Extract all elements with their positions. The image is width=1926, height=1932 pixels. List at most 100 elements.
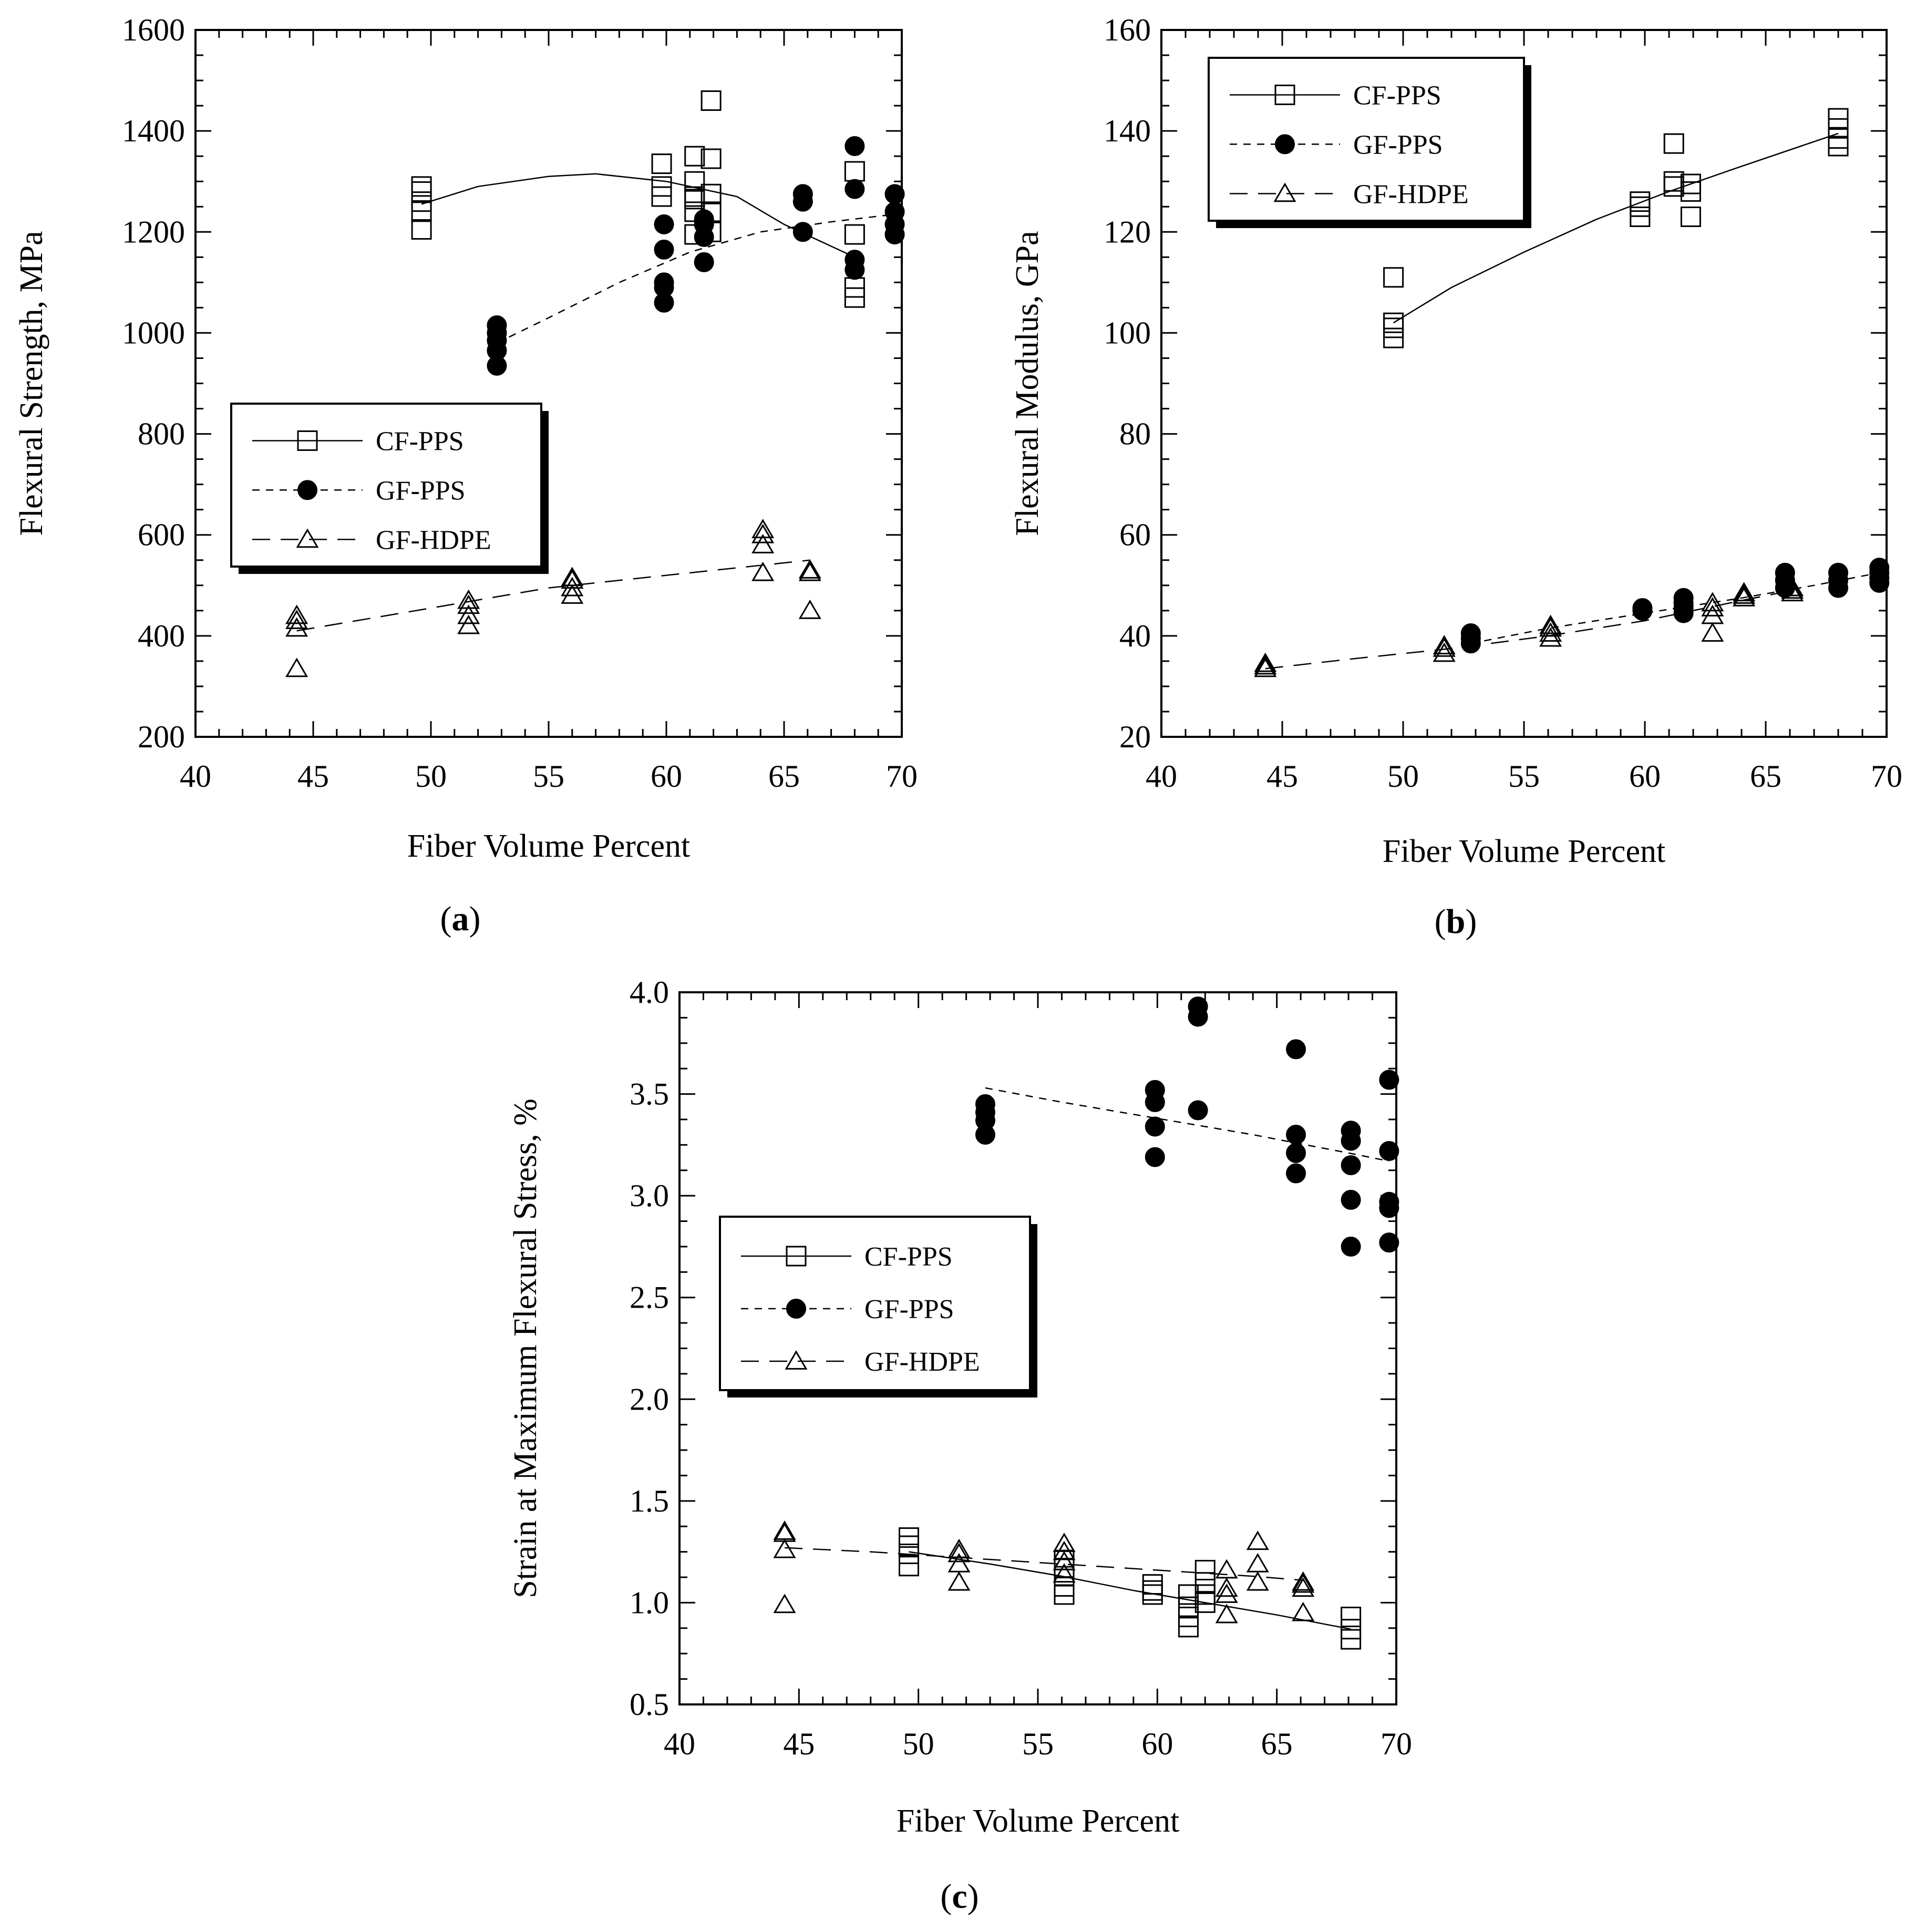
y-tick-label: 3.5: [630, 1077, 669, 1112]
y-tick-label: 1400: [122, 114, 185, 148]
y-tick-label: 600: [138, 518, 185, 552]
data-point-gf-hdpe: [1733, 584, 1756, 604]
x-tick-label: 60: [651, 759, 682, 794]
y-tick-label: 2.5: [630, 1280, 669, 1315]
data-point-gf-pps: [1828, 562, 1848, 583]
data-point-gf-hdpe: [561, 567, 584, 587]
data-point-cf-pps: [411, 176, 432, 197]
panel-label-close: ): [1465, 902, 1477, 941]
data-point-gf-hdpe: [1433, 635, 1456, 654]
data-point-gf-hdpe: [1781, 577, 1804, 597]
data-point-cf-pps: [1194, 1584, 1216, 1605]
data-point-gf-pps: [1460, 623, 1481, 644]
x-tick-label: 65: [1261, 1727, 1293, 1761]
data-point-gf-pps: [884, 184, 905, 204]
y-axis-label: Flexural Strength, MPa: [14, 231, 49, 536]
data-point-gf-hdpe: [798, 599, 821, 619]
data-point-gf-hdpe: [773, 1594, 796, 1614]
data-point-gf-hdpe: [457, 604, 480, 624]
chart-panel-b: 40 45 50 55 60 65 70 20 40 60 80 100 120 140 160 Fiber …: [1010, 13, 1902, 941]
data-point-gf-pps: [1379, 1140, 1399, 1161]
data-point-gf-hdpe: [751, 519, 775, 539]
data-point-gf-hdpe: [773, 1522, 796, 1542]
x-axis-label: Fiber Volume Percent: [407, 828, 690, 864]
fit-line-gf-hdpe: [785, 1547, 1303, 1581]
data-point-cf-pps: [1054, 1584, 1075, 1605]
data-point-cf-pps: [1142, 1580, 1163, 1601]
y-tick-label: 140: [1104, 114, 1151, 148]
data-point-gf-hdpe: [1292, 1577, 1315, 1597]
data-point-gf-hdpe: [1781, 579, 1804, 599]
y-axis-label: Strain at Maximum Flexural Stress, %: [508, 1098, 543, 1598]
data-point-gf-hdpe: [773, 1520, 796, 1540]
data-point-gf-pps: [792, 184, 813, 204]
y-tick-label: 1000: [122, 315, 185, 350]
data-point-gf-pps: [694, 209, 714, 230]
legend-label-cf-pps: CF-PPS: [376, 426, 464, 456]
data-point-gf-hdpe: [1733, 582, 1756, 602]
data-point-gf-hdpe: [1254, 655, 1277, 675]
data-point-cf-pps: [1383, 267, 1404, 288]
y-axis-label: Flexural Modulus, GPa: [1010, 231, 1045, 536]
data-point-cf-pps: [651, 176, 672, 197]
y-tick-label: 60: [1119, 518, 1151, 552]
data-point-cf-pps: [1178, 1596, 1199, 1617]
data-point-gf-hdpe: [1053, 1533, 1076, 1553]
y-tick-label: 80: [1119, 417, 1151, 451]
data-point-gf-hdpe: [1433, 637, 1456, 657]
data-point-gf-pps: [1341, 1121, 1361, 1141]
x-tick-label: 40: [1146, 759, 1177, 794]
x-tick-label: 50: [1387, 759, 1419, 794]
data-point-gf-pps: [1145, 1116, 1165, 1137]
legend-marker-gf-pps: [1275, 134, 1295, 155]
x-tick-label: 50: [415, 759, 447, 794]
data-point-gf-hdpe: [751, 523, 775, 543]
data-point-gf-pps: [1341, 1155, 1361, 1176]
data-point-gf-pps: [654, 272, 674, 293]
legend-label-gf-pps: GF-PPS: [1353, 130, 1443, 160]
legend-label-gf-hdpe: GF-HDPE: [864, 1347, 980, 1377]
y-tick-label: 100: [1104, 315, 1151, 350]
data-point-gf-hdpe: [561, 577, 584, 597]
legend-marker-gf-hdpe: [296, 528, 319, 548]
fit-line-gf-pps: [1470, 572, 1880, 644]
data-point-cf-pps: [701, 90, 722, 111]
data-point-gf-pps: [1286, 1125, 1306, 1145]
data-point-gf-pps: [1145, 1080, 1165, 1100]
data-point-gf-pps: [1673, 588, 1694, 608]
data-point-gf-pps: [1379, 1232, 1399, 1253]
data-point-gf-hdpe: [1539, 622, 1562, 642]
panel-label-close: ): [967, 1877, 979, 1916]
data-point-gf-hdpe: [1701, 592, 1724, 612]
data-point-gf-hdpe: [1292, 1601, 1315, 1621]
series-gf-pps: [975, 996, 1399, 1257]
data-point-cf-pps: [1680, 206, 1701, 227]
data-point-gf-hdpe: [1701, 604, 1724, 624]
data-point-cf-pps: [701, 183, 722, 204]
x-tick-label: 55: [1022, 1727, 1054, 1761]
data-point-gf-hdpe: [285, 657, 308, 677]
x-tick-label: 45: [1266, 759, 1298, 794]
data-point-gf-hdpe: [1254, 652, 1277, 672]
data-point-gf-hdpe: [947, 1553, 971, 1573]
panel-label: (b): [1435, 902, 1477, 941]
data-point-gf-pps: [792, 222, 813, 242]
data-point-gf-hdpe: [1215, 1583, 1238, 1603]
legend-label-cf-pps: CF-PPS: [864, 1242, 953, 1272]
data-point-gf-hdpe: [1433, 642, 1456, 662]
legend-label-gf-pps: GF-PPS: [376, 476, 466, 506]
fit-line-cf-pps: [909, 1551, 1351, 1630]
data-point-gf-hdpe: [947, 1543, 971, 1563]
data-point-gf-hdpe: [1053, 1563, 1076, 1583]
data-point-gf-hdpe: [1246, 1530, 1269, 1550]
legend-label-gf-hdpe: GF-HDPE: [376, 525, 491, 555]
data-point-gf-hdpe: [1539, 627, 1562, 647]
data-point-cf-pps: [844, 161, 865, 182]
series-gf-hdpe: [773, 1520, 1315, 1623]
data-point-cf-pps: [651, 153, 672, 174]
data-point-gf-hdpe: [561, 584, 584, 604]
data-point-cf-pps: [684, 171, 705, 192]
data-point-cf-pps: [1680, 181, 1701, 202]
data-point-gf-hdpe: [773, 1538, 796, 1558]
legend-marker-gf-pps: [297, 480, 317, 500]
